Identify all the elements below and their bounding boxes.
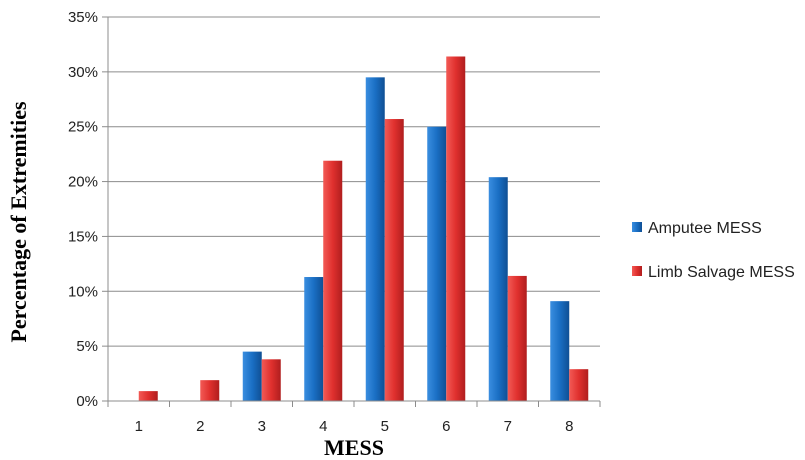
gridlines [102, 16, 601, 407]
bar-limb-salvage [323, 160, 343, 401]
y-tick-label: 0% [76, 393, 98, 410]
bars [138, 56, 589, 402]
bar-limb-salvage [569, 369, 589, 401]
x-axis-title: MESS [324, 435, 384, 460]
legend: Amputee MESS Limb Salvage MESS [632, 220, 795, 281]
bar-amputee [365, 77, 385, 401]
axes [107, 17, 600, 402]
bar-amputee [427, 126, 447, 401]
y-tick-label: 35% [68, 9, 98, 26]
legend-item-limb-salvage: Limb Salvage MESS [632, 264, 795, 281]
bar-limb-salvage [200, 380, 220, 401]
y-axis-title: Percentage of Extremities [6, 101, 31, 343]
y-tick-label: 20% [68, 174, 98, 191]
bar-amputee [242, 351, 262, 401]
x-tick-label: 6 [442, 418, 450, 435]
x-tick-label: 4 [319, 418, 327, 435]
x-tick-label: 1 [135, 418, 143, 435]
y-tick-label: 10% [68, 283, 98, 300]
legend-swatch-amputee [632, 222, 642, 232]
y-tick-label: 25% [68, 119, 98, 136]
bar-limb-salvage [138, 391, 158, 401]
y-tick-label: 5% [76, 338, 98, 355]
x-tick-label: 3 [258, 418, 266, 435]
legend-label-amputee: Amputee MESS [648, 220, 762, 237]
x-tick-label: 2 [196, 418, 204, 435]
bar-amputee [304, 277, 324, 401]
bar-limb-salvage [261, 359, 281, 401]
legend-item-amputee: Amputee MESS [632, 220, 762, 237]
x-tick-label: 8 [565, 418, 573, 435]
bar-limb-salvage [446, 56, 466, 402]
y-tick-label: 15% [68, 228, 98, 245]
y-tick-labels: 0% 5% 10% 15% 20% 25% 30% 35% [68, 9, 98, 410]
bar-amputee [488, 177, 508, 401]
x-tick-label: 5 [381, 418, 389, 435]
bar-amputee [550, 301, 570, 401]
x-tick-labels: 1 2 3 4 5 6 7 8 [135, 418, 574, 435]
legend-label-limb-salvage: Limb Salvage MESS [648, 264, 795, 281]
bar-limb-salvage [384, 119, 404, 401]
legend-swatch-limb-salvage [632, 266, 642, 276]
x-tick-label: 7 [504, 418, 512, 435]
bar-limb-salvage [507, 275, 527, 401]
y-tick-label: 30% [68, 64, 98, 81]
